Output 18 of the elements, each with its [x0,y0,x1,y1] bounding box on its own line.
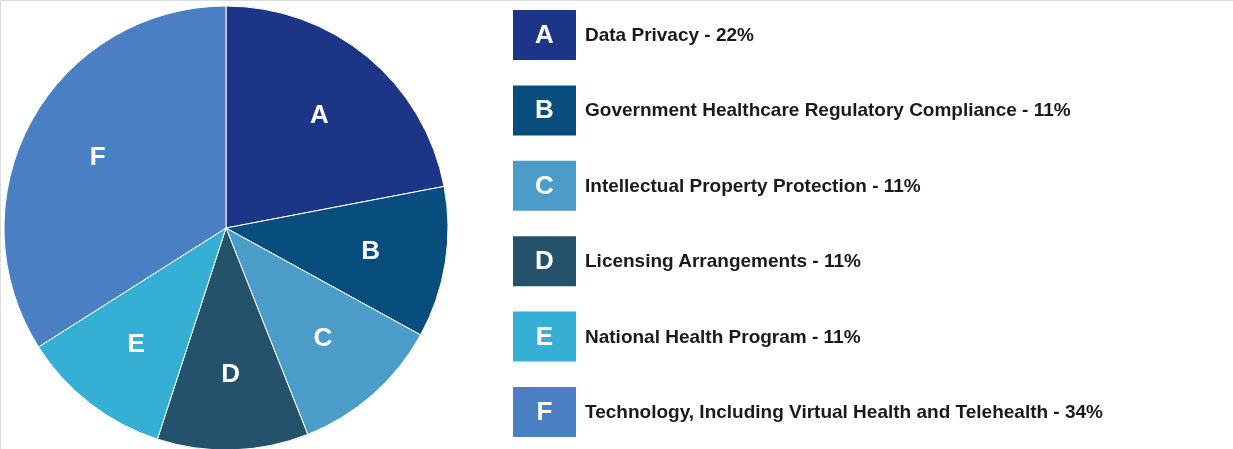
slice-label: E [127,327,145,358]
text: Licensing Arrangements - 11% [585,250,862,272]
text: Technology, Including Virtual Health and Telehealth - 34% [585,401,1104,422]
slice-label: A [535,19,555,49]
category-label: B [535,94,554,125]
category-label: F [536,396,553,426]
text: Data Privacy - 22% [585,24,755,45]
slice-label: D [221,358,240,389]
category-label: D [535,245,554,276]
text: Government Healthcare Regulatory Compliance - 11% [585,99,1071,121]
category-label: E [535,320,554,351]
slice-label: F [89,141,106,172]
text: Intellectual Property Protection - 11% [585,174,921,196]
slice-label: A [310,99,329,130]
slice-label: C [313,321,333,352]
text: National Health Program - 11% [585,325,861,347]
slice-label: B [361,234,381,265]
category-label: C [535,169,554,200]
